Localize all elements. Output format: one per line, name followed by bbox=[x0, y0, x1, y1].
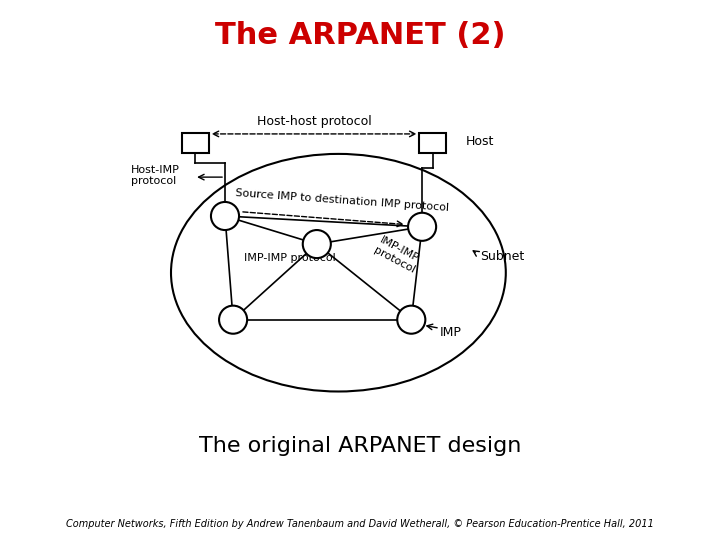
Text: IMP-IMP protocol: IMP-IMP protocol bbox=[244, 253, 336, 263]
Circle shape bbox=[219, 306, 247, 334]
FancyBboxPatch shape bbox=[181, 133, 209, 153]
Circle shape bbox=[211, 202, 239, 230]
Circle shape bbox=[408, 213, 436, 241]
FancyBboxPatch shape bbox=[419, 133, 446, 153]
Text: IMP: IMP bbox=[440, 326, 462, 339]
Text: The original ARPANET design: The original ARPANET design bbox=[199, 435, 521, 456]
Text: Computer Networks, Fifth Edition by Andrew Tanenbaum and David Wetherall, © Pear: Computer Networks, Fifth Edition by Andr… bbox=[66, 519, 654, 529]
Circle shape bbox=[302, 230, 331, 258]
Text: Host-IMP
protocol: Host-IMP protocol bbox=[130, 165, 179, 186]
Text: Source IMP to destination IMP protocol: Source IMP to destination IMP protocol bbox=[235, 188, 449, 213]
Text: The ARPANET (2): The ARPANET (2) bbox=[215, 21, 505, 50]
Text: IMP-IMP
protocol: IMP-IMP protocol bbox=[372, 235, 423, 275]
Text: Host: Host bbox=[465, 135, 494, 148]
Text: Host-host protocol: Host-host protocol bbox=[257, 115, 372, 128]
Text: Subnet: Subnet bbox=[480, 250, 524, 263]
Circle shape bbox=[397, 306, 426, 334]
